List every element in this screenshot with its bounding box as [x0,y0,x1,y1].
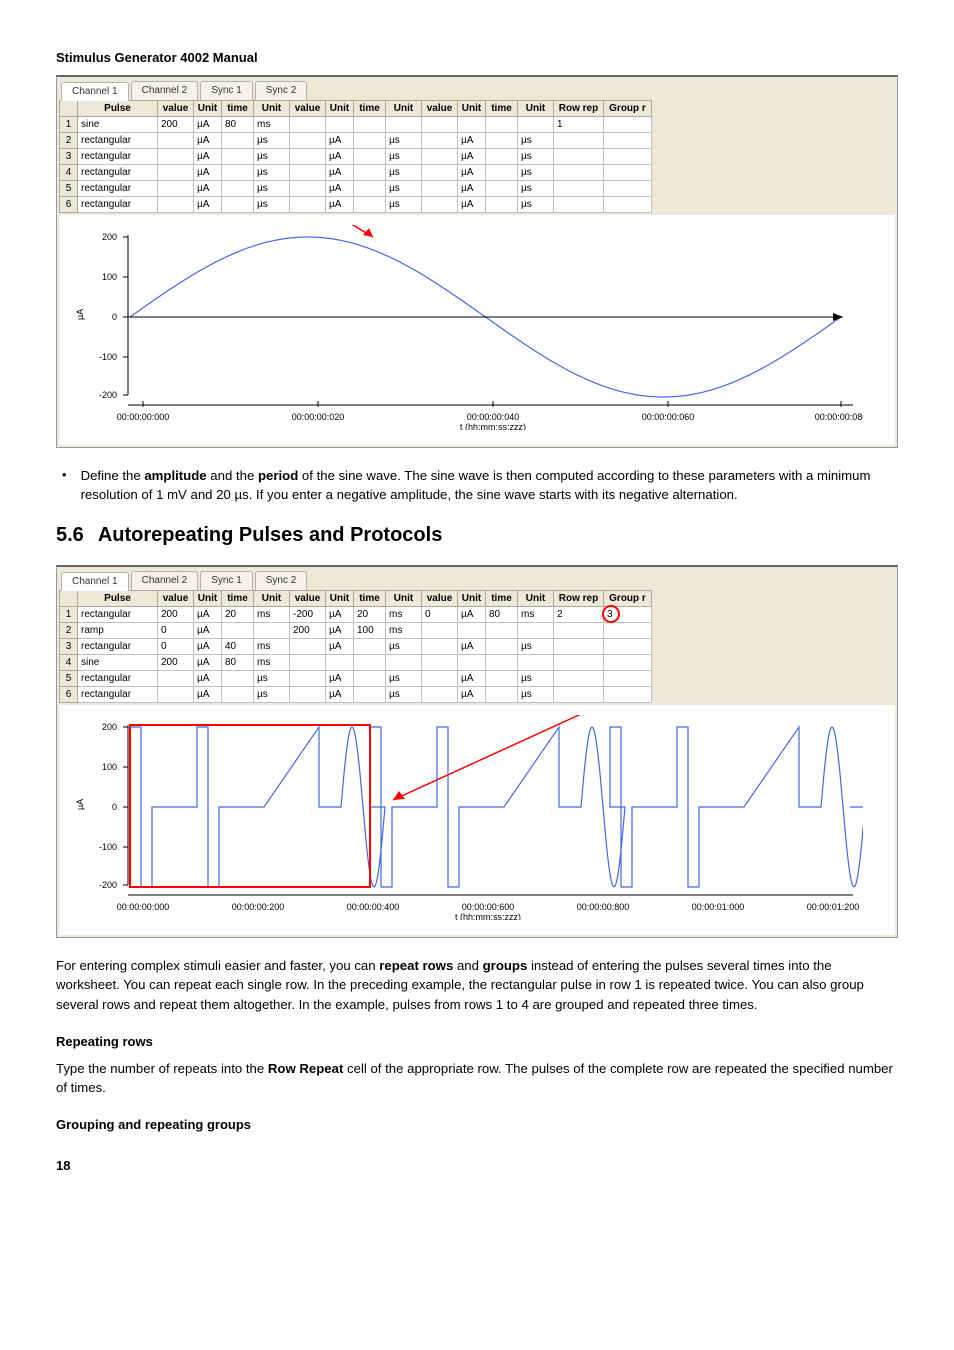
svg-text:00:00:00:040: 00:00:00:040 [467,412,520,422]
svg-text:200: 200 [102,722,117,732]
tab-sync2-2[interactable]: Sync 2 [255,571,308,590]
section-title: Autorepeating Pulses and Protocols [98,524,443,547]
bullet-define-amplitude: • Define the amplitude and the period of… [62,466,898,504]
svg-text:µA: µA [75,799,85,810]
tab-bar-2: Channel 1 Channel 2 Sync 1 Sync 2 [57,567,897,590]
tab-channel2[interactable]: Channel 2 [131,81,199,100]
tab-channel2-2[interactable]: Channel 2 [131,571,199,590]
tab-sync2[interactable]: Sync 2 [255,81,308,100]
svg-text:00:00:00:600: 00:00:00:600 [462,902,515,912]
svg-text:-100: -100 [99,842,117,852]
svg-text:00:00:00:080: 00:00:00:080 [815,412,863,422]
svg-text:200: 200 [102,232,117,242]
svg-text:00:00:01:200: 00:00:01:200 [807,902,860,912]
tab-channel1[interactable]: Channel 1 [61,82,129,101]
svg-text:00:00:00:060: 00:00:00:060 [642,412,695,422]
svg-text:00:00:00:000: 00:00:00:000 [117,902,170,912]
para-repeat-explain: For entering complex stimuli easier and … [56,956,898,1013]
svg-text:100: 100 [102,272,117,282]
svg-text:t (hh:mm:ss:zzz): t (hh:mm:ss:zzz) [455,912,521,920]
section-number: 5.6 [56,524,84,547]
tab-channel1-2[interactable]: Channel 1 [61,572,129,591]
doc-title: Stimulus Generator 4002 Manual [56,50,898,65]
svg-text:0: 0 [112,312,117,322]
section-heading: 5.6 Autorepeating Pulses and Protocols [56,524,898,547]
pulse-table-1[interactable]: PulsevalueUnittimeUnitvalueUnittimeUnitv… [59,100,652,213]
tab-bar-1: Channel 1 Channel 2 Sync 1 Sync 2 [57,77,897,100]
svg-text:-200: -200 [99,390,117,400]
svg-text:00:00:00:020: 00:00:00:020 [292,412,345,422]
svg-text:00:00:00:800: 00:00:00:800 [577,902,630,912]
screenshot-2: Channel 1 Channel 2 Sync 1 Sync 2 Pulsev… [56,565,898,938]
pulse-table-2[interactable]: PulsevalueUnittimeUnitvalueUnittimeUnitv… [59,590,652,703]
svg-text:0: 0 [112,802,117,812]
svg-text:00:00:00:400: 00:00:00:400 [347,902,400,912]
page-number: 18 [56,1158,898,1173]
para-row-repeat: Type the number of repeats into the Row … [56,1059,898,1097]
svg-text:-100: -100 [99,352,117,362]
bullet-icon: • [62,466,67,504]
svg-text:00:00:00:200: 00:00:00:200 [232,902,285,912]
chart-2: 200 100 0 -100 -200 µA 00:00:00:000 00:0… [59,705,895,935]
tab-sync1[interactable]: Sync 1 [200,81,253,100]
subheading-repeating-rows: Repeating rows [56,1034,898,1049]
tab-sync1-2[interactable]: Sync 1 [200,571,253,590]
svg-text:00:00:01:000: 00:00:01:000 [692,902,745,912]
subheading-grouping: Grouping and repeating groups [56,1117,898,1132]
svg-text:00:00:00:000: 00:00:00:000 [117,412,170,422]
svg-text:100: 100 [102,762,117,772]
chart-1: 200 100 0 -100 -200 µA 00:00:00:000 00:0… [59,215,895,445]
bullet-text: Define the amplitude and the period of t… [81,466,898,504]
svg-text:t (hh:mm:ss:zzz): t (hh:mm:ss:zzz) [460,422,526,430]
svg-text:-200: -200 [99,880,117,890]
screenshot-1: Channel 1 Channel 2 Sync 1 Sync 2 Pulsev… [56,75,898,448]
svg-text:µA: µA [75,309,85,320]
